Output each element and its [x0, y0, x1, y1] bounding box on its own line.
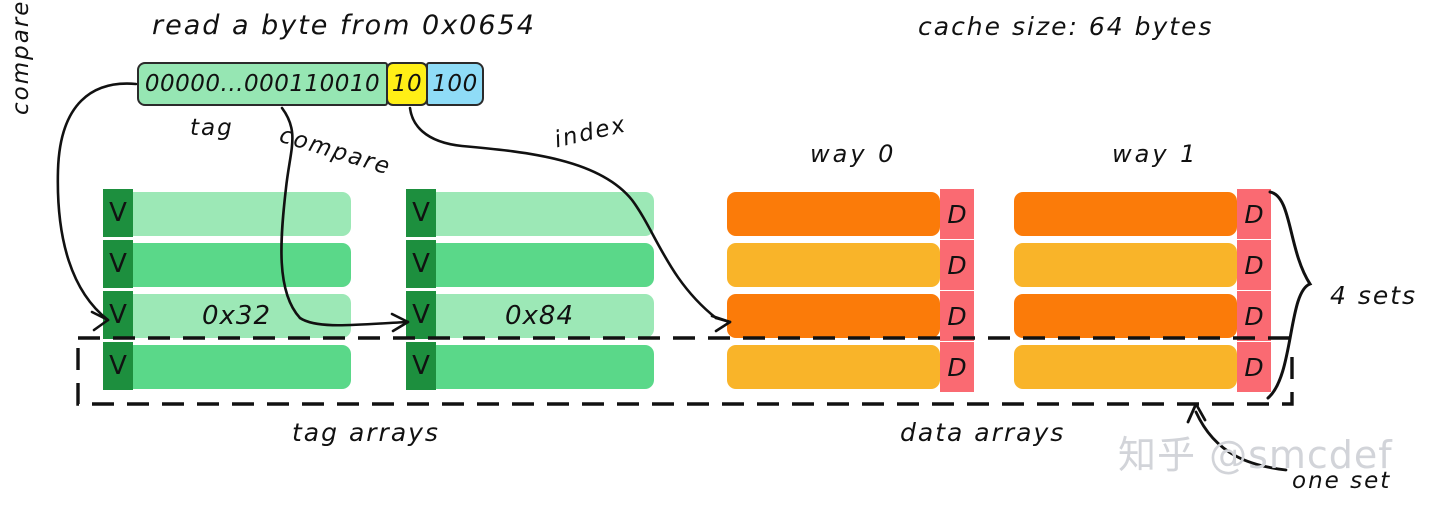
address-offset-field: 100	[426, 62, 484, 106]
array-row	[1014, 294, 1237, 338]
four-sets-brace	[1266, 190, 1313, 400]
compare-left-label: compare	[8, 0, 34, 115]
valid-bit-box: V	[103, 189, 133, 237]
four-sets-label: 4 sets	[1330, 281, 1418, 310]
array-row	[125, 345, 351, 389]
tag-array-way1: V V V 0x84 V	[406, 0, 656, 509]
way1-label: way 1	[1112, 140, 1199, 168]
tag-label: tag	[190, 115, 234, 141]
array-row	[1014, 345, 1237, 389]
dirty-bit-box: D	[940, 189, 974, 239]
array-row	[428, 192, 654, 236]
dirty-bit-box: D	[1237, 342, 1271, 392]
array-row	[727, 294, 940, 338]
dirty-bit-box: D	[1237, 291, 1271, 341]
one-set-label: one set	[1292, 468, 1392, 494]
tag-value: 0x84	[505, 301, 575, 331]
array-row	[1014, 243, 1237, 287]
cache-size-label: cache size: 64 bytes	[918, 12, 1214, 41]
valid-bit-box: V	[103, 240, 133, 288]
page-title: read a byte from 0x0654	[152, 10, 536, 41]
array-row	[125, 243, 351, 287]
dirty-bit-box: D	[1237, 240, 1271, 290]
data-arrays-label: data arrays	[900, 418, 1066, 447]
dirty-bit-box: D	[940, 342, 974, 392]
address-breakdown-bar: 00000...000110010 10 100	[137, 62, 484, 106]
valid-bit-box: V	[103, 291, 133, 339]
valid-bit-box: V	[406, 291, 436, 339]
array-row	[125, 192, 351, 236]
way0-label: way 0	[810, 140, 897, 168]
valid-bit-box: V	[103, 342, 133, 390]
array-row	[428, 345, 654, 389]
array-row	[727, 345, 940, 389]
dirty-bit-box: D	[1237, 189, 1271, 239]
tag-array-way0: V V V 0x32 V	[103, 0, 353, 509]
address-tag-field: 00000...000110010	[137, 62, 388, 106]
dirty-bit-box: D	[940, 291, 974, 341]
array-row	[125, 294, 351, 338]
valid-bit-box: V	[406, 189, 436, 237]
tag-arrays-label: tag arrays	[292, 418, 440, 447]
watermark: 知乎 @smcdef	[1118, 433, 1393, 477]
array-row	[727, 243, 940, 287]
array-row	[727, 192, 940, 236]
array-row	[1014, 192, 1237, 236]
dirty-bit-box: D	[940, 240, 974, 290]
address-index-field: 10	[386, 62, 428, 106]
valid-bit-box: V	[406, 342, 436, 390]
array-row	[428, 243, 654, 287]
valid-bit-box: V	[406, 240, 436, 288]
tag-value: 0x32	[202, 301, 272, 331]
